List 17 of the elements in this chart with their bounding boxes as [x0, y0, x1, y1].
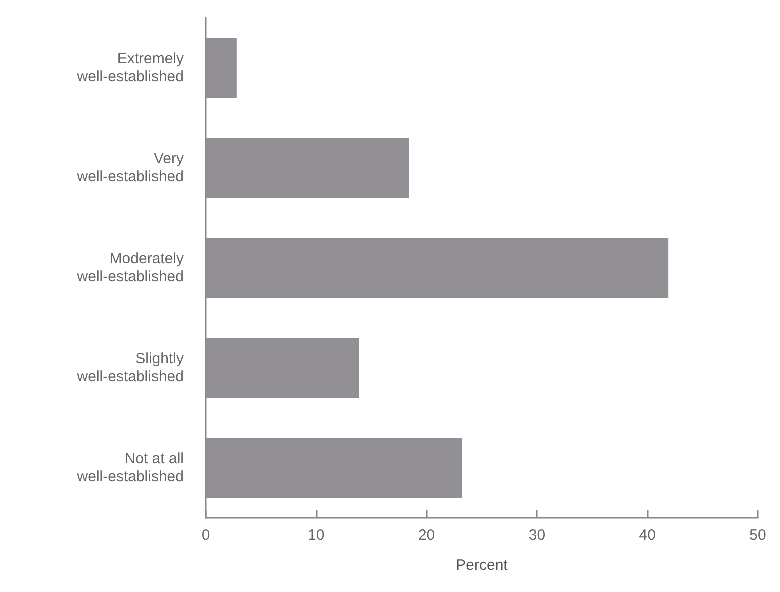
- x-tick-label: 20: [418, 527, 436, 544]
- bar: [206, 238, 669, 298]
- y-tick-label: Very well-established: [76, 150, 184, 186]
- x-tick-label: 30: [528, 527, 546, 544]
- bar: [206, 38, 237, 98]
- bar: [206, 338, 360, 398]
- y-tick-label: Extremely well-established: [76, 50, 184, 86]
- y-tick-label: Not at all well-established: [76, 450, 184, 486]
- x-tick-label: 50: [750, 527, 766, 544]
- x-axis-title: Percent: [456, 557, 509, 574]
- x-tick-label: 10: [308, 527, 325, 544]
- bar: [206, 438, 462, 498]
- x-tick-label: 0: [202, 527, 210, 544]
- x-tick-label: 40: [639, 527, 656, 544]
- y-tick-label: Moderately well-established: [76, 250, 184, 286]
- y-tick-label: Slightly well-established: [76, 350, 184, 386]
- bar: [206, 138, 410, 198]
